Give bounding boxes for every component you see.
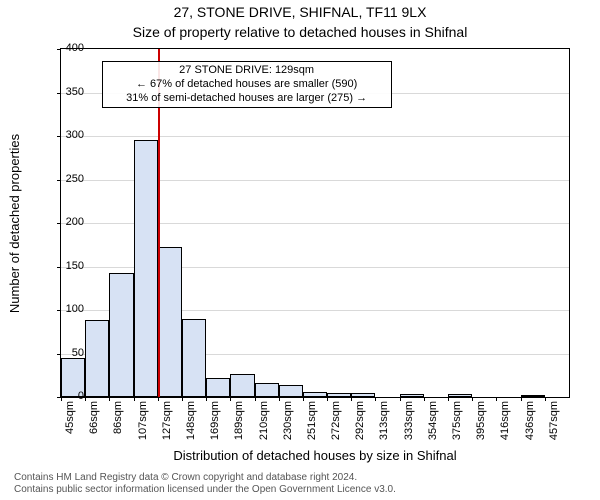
histogram-bar: [109, 273, 133, 397]
y-tick-label: 150: [44, 260, 84, 272]
x-tick: [182, 397, 183, 401]
x-tick-label: 66sqm: [88, 401, 100, 434]
y-tick-label: 200: [44, 216, 84, 228]
x-tick-label: 210sqm: [258, 401, 270, 440]
x-tick-label: 354sqm: [427, 401, 439, 440]
x-tick-label: 313sqm: [378, 401, 390, 440]
histogram-bar: [206, 378, 230, 397]
x-tick-label: 86sqm: [112, 401, 124, 434]
x-tick-label: 251sqm: [306, 401, 318, 440]
annotation-line: 27 STONE DRIVE: 129sqm: [109, 64, 385, 78]
x-tick-label: 436sqm: [524, 401, 536, 440]
x-tick: [375, 397, 376, 401]
gridline: [61, 136, 569, 137]
x-tick-label: 457sqm: [548, 401, 560, 440]
x-tick: [134, 397, 135, 401]
y-tick-label: 250: [44, 173, 84, 185]
x-tick-label: 333sqm: [403, 401, 415, 440]
annotation-line: ← 67% of detached houses are smaller (59…: [109, 78, 385, 92]
x-tick: [206, 397, 207, 401]
annotation-box: 27 STONE DRIVE: 129sqm← 67% of detached …: [102, 61, 392, 108]
x-tick-label: 169sqm: [209, 401, 221, 440]
histogram-bar: [303, 392, 327, 397]
page-title-line2: Size of property relative to detached ho…: [0, 24, 600, 40]
x-tick: [400, 397, 401, 401]
footer-attribution-1: Contains HM Land Registry data © Crown c…: [14, 472, 586, 483]
y-tick-label: 100: [44, 303, 84, 315]
x-tick: [255, 397, 256, 401]
annotation-line: 31% of semi-detached houses are larger (…: [109, 92, 385, 106]
x-tick: [545, 397, 546, 401]
x-axis-label: Distribution of detached houses by size …: [60, 448, 570, 463]
x-tick: [279, 397, 280, 401]
x-tick-label: 272sqm: [330, 401, 342, 440]
histogram-bar: [134, 140, 158, 397]
x-tick: [109, 397, 110, 401]
x-tick: [496, 397, 497, 401]
x-tick: [303, 397, 304, 401]
x-tick-label: 107sqm: [137, 401, 149, 440]
x-tick: [424, 397, 425, 401]
histogram-bar: [400, 394, 424, 397]
histogram-bar: [230, 374, 254, 397]
y-tick-label: 0: [44, 390, 84, 402]
x-tick: [230, 397, 231, 401]
x-tick: [472, 397, 473, 401]
x-tick-label: 127sqm: [161, 401, 173, 440]
x-tick-label: 189sqm: [233, 401, 245, 440]
x-tick: [351, 397, 352, 401]
footer-attribution-2: Contains public sector information licen…: [14, 484, 586, 495]
chart-plot-area: 45sqm66sqm86sqm107sqm127sqm148sqm169sqm1…: [60, 48, 570, 398]
histogram-bar: [279, 385, 303, 397]
y-axis-label: Number of detached properties: [8, 48, 22, 398]
histogram-bar: [351, 393, 375, 397]
histogram-bar: [255, 383, 279, 397]
y-tick-label: 350: [44, 86, 84, 98]
histogram-bar: [448, 394, 472, 397]
histogram-bar: [521, 395, 545, 397]
histogram-bar: [182, 319, 206, 397]
x-tick-label: 395sqm: [475, 401, 487, 440]
x-tick-label: 375sqm: [451, 401, 463, 440]
x-tick: [158, 397, 159, 401]
x-tick-label: 230sqm: [282, 401, 294, 440]
histogram-bar: [327, 393, 351, 397]
x-tick: [85, 397, 86, 401]
histogram-bar: [85, 320, 109, 397]
x-tick: [327, 397, 328, 401]
x-tick-label: 292sqm: [354, 401, 366, 440]
x-tick-label: 416sqm: [499, 401, 511, 440]
y-tick-label: 300: [44, 129, 84, 141]
x-tick: [448, 397, 449, 401]
y-tick-label: 400: [44, 42, 84, 54]
y-tick-label: 50: [44, 347, 84, 359]
x-tick-label: 148sqm: [185, 401, 197, 440]
x-tick: [521, 397, 522, 401]
x-tick-label: 45sqm: [64, 401, 76, 434]
histogram-bar: [158, 247, 182, 398]
page-title-line1: 27, STONE DRIVE, SHIFNAL, TF11 9LX: [0, 4, 600, 20]
